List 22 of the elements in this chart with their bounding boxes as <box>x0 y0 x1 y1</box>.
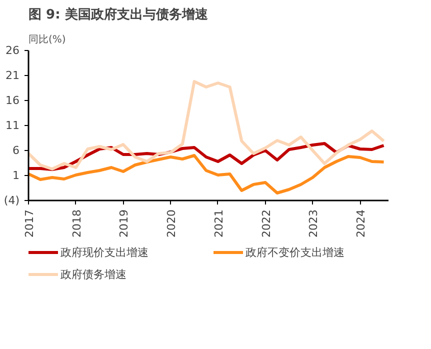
y-tick-label: (4) <box>4 194 20 207</box>
legend-label: 政府不变价支出增速 <box>246 244 346 260</box>
line-series <box>28 154 386 194</box>
x-tick-label: 2024 <box>354 209 368 238</box>
y-axis-title: 同比(%) <box>28 34 66 46</box>
line-series <box>28 80 386 170</box>
legend-label: 政府债务增速 <box>60 266 128 282</box>
x-tick-label: 2018 <box>70 209 84 238</box>
x-tick-label: 2019 <box>118 209 131 238</box>
x-tick-label: 2017 <box>23 209 36 238</box>
x-tick-label: 2023 <box>307 209 320 238</box>
x-tick-label: 2022 <box>260 209 273 238</box>
x-tick-label: 2020 <box>165 209 178 238</box>
y-tick-label: 16 <box>6 94 20 107</box>
y-tick-label: 11 <box>6 119 20 132</box>
legend-label: 政府现价支出增速 <box>60 244 150 260</box>
y-tick-label: 26 <box>6 44 20 57</box>
y-tick-label: 1 <box>12 169 20 182</box>
chart-title: 图 9: 美国政府支出与债务增速 <box>28 6 209 22</box>
y-tick-label: 21 <box>6 69 20 82</box>
y-tick-label: 6 <box>12 144 20 157</box>
x-tick-label: 2021 <box>212 209 226 238</box>
